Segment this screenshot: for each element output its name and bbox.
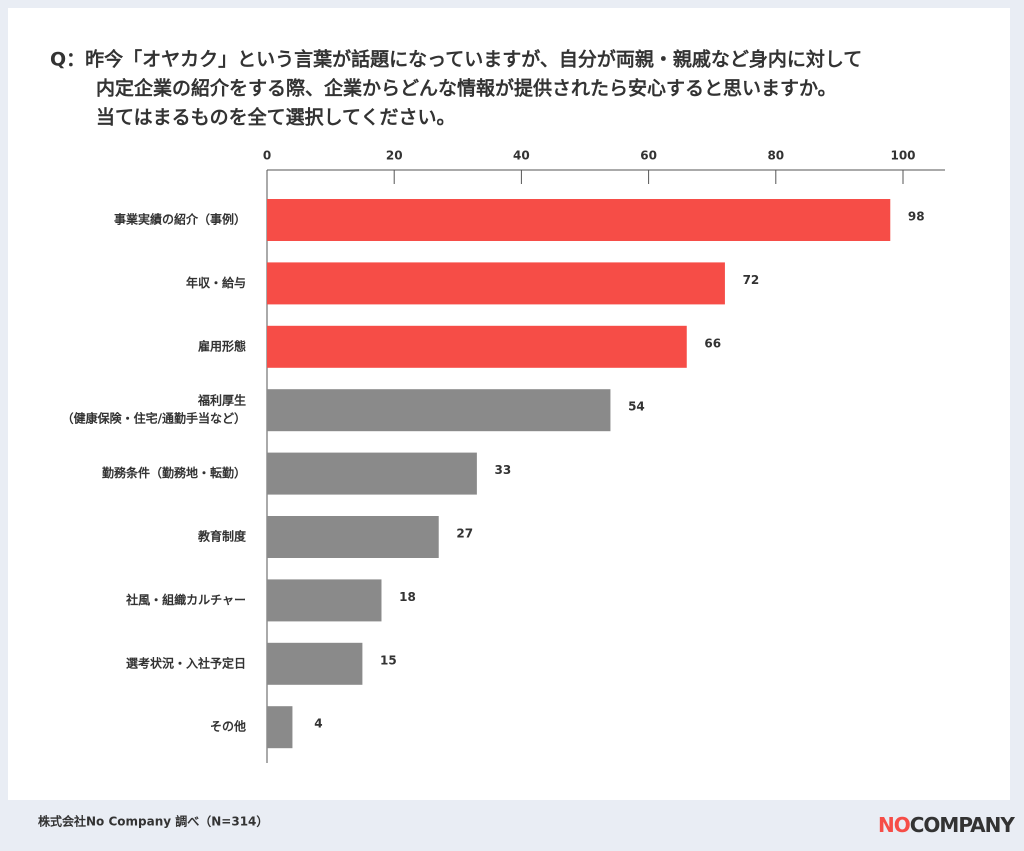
logo: NOCOMPANY <box>878 813 1015 837</box>
bar <box>267 706 293 749</box>
logo-part: NO <box>878 813 910 837</box>
bar <box>267 262 725 305</box>
value-label: 15 <box>380 653 397 667</box>
y-tick-label: 社風・組織カルチャー <box>125 592 246 607</box>
bar <box>267 642 363 685</box>
y-tick-label: （健康保険・住宅/通勤手当など） <box>62 411 246 426</box>
bar <box>267 199 891 241</box>
value-label: 66 <box>704 336 721 350</box>
bar <box>267 579 382 622</box>
value-label: 4 <box>314 717 322 731</box>
x-tick-label: 100 <box>890 149 915 163</box>
source-note: 株式会社No Company 調べ（N=314） <box>38 814 268 829</box>
value-label: 33 <box>495 463 512 477</box>
bar <box>267 516 439 558</box>
y-tick-label: 選考状況・入社予定日 <box>126 655 246 670</box>
y-tick-label: 福利厚生 <box>197 393 246 408</box>
chart-title: Q：昨今「オヤカク」という言葉が話題になっていますが、自分が両親・親戚など身内に… <box>50 48 862 71</box>
value-label: 54 <box>628 400 645 414</box>
value-label: 98 <box>908 210 925 224</box>
chart-title: 内定企業の紹介をする際、企業からどんな情報が提供されたら安心すると思いますか。 <box>96 77 837 100</box>
y-tick-label: その他 <box>210 719 246 734</box>
x-tick-label: 0 <box>263 149 271 163</box>
chart-title: 当てはまるものを全て選択してください。 <box>96 106 455 129</box>
x-tick-label: 40 <box>513 149 530 163</box>
y-tick-label: 年収・給与 <box>186 275 246 290</box>
x-tick-label: 20 <box>386 149 403 163</box>
y-tick-label: 教育制度 <box>197 529 247 544</box>
y-tick-label: 雇用形態 <box>198 338 246 353</box>
bar <box>267 325 687 368</box>
logo-part: COMPANY <box>910 813 1016 837</box>
x-tick-label: 80 <box>767 149 784 163</box>
y-tick-label: 勤務条件（勤務地・転勤） <box>102 465 246 480</box>
value-label: 18 <box>399 590 416 604</box>
x-tick-label: 60 <box>640 149 657 163</box>
value-label: 27 <box>456 527 473 541</box>
bar <box>267 389 611 432</box>
y-tick-label: 事業実績の紹介（事例） <box>114 212 246 227</box>
bar <box>267 452 477 495</box>
value-label: 72 <box>743 273 760 287</box>
